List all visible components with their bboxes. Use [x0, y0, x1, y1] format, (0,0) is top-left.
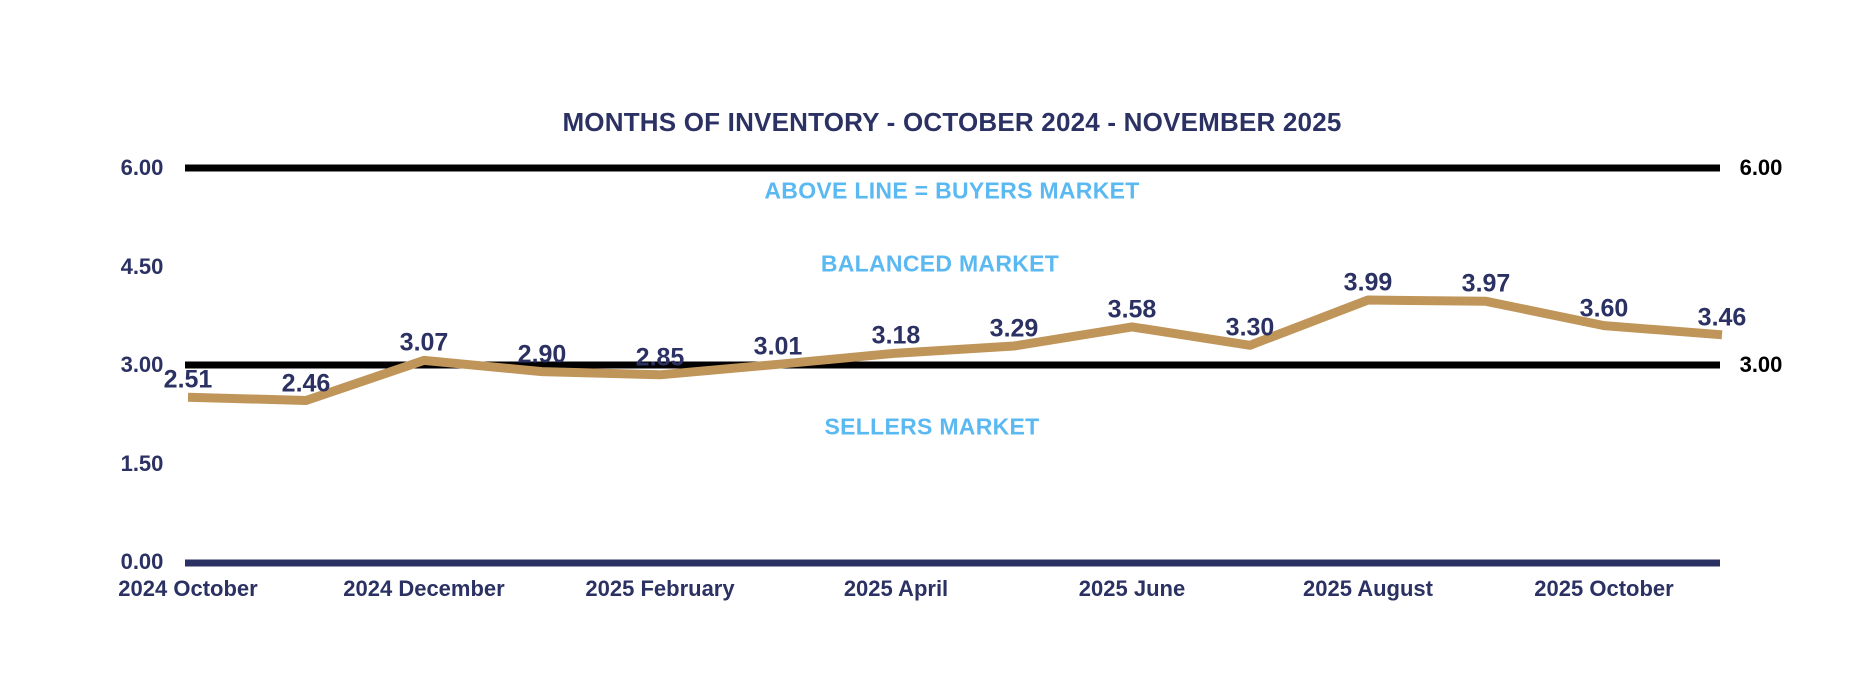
y-axis-label-left-1.50: 1.50	[120, 450, 164, 476]
data-point-label: 3.46	[1697, 303, 1747, 332]
y-axis-label-right-3.00: 3.00	[1739, 352, 1783, 377]
data-point-label: 2.51	[163, 365, 213, 394]
data-point-label: 2.85	[635, 343, 685, 372]
buyers-market-annotation: ABOVE LINE = BUYERS MARKET	[764, 177, 1140, 204]
data-point-label: 2.90	[517, 340, 567, 369]
data-point-label: 3.97	[1461, 269, 1511, 298]
data-point-label: 3.30	[1225, 313, 1275, 342]
data-point-label: 2.46	[281, 369, 331, 397]
x-axis-tick-label: 2025 June	[1078, 576, 1186, 601]
data-point-label: 3.29	[989, 314, 1039, 343]
y-axis-label-left-3.00: 3.00	[120, 352, 164, 377]
data-point-label: 3.60	[1579, 294, 1629, 323]
inventory-series-line	[187, 295, 1723, 405]
x-axis-tick-label: 2025 October	[1534, 576, 1674, 601]
y-axis-label-left-0.00: 0.00	[120, 549, 164, 574]
y-axis-label-left-4.50: 4.50	[120, 253, 164, 279]
data-point-label: 3.18	[871, 321, 921, 350]
x-axis-tick-label: 2025 February	[585, 576, 735, 601]
data-point-label: 3.58	[1107, 295, 1157, 324]
x-axis-tick-label: 2024 October	[118, 576, 258, 601]
chart-title: MONTHS OF INVENTORY - OCTOBER 2024 - NOV…	[562, 107, 1342, 137]
data-point-label: 3.99	[1343, 268, 1393, 297]
data-point-label: 3.07	[399, 328, 449, 357]
balanced-market-annotation: BALANCED MARKET	[820, 250, 1060, 277]
x-axis-tick-label: 2025 April	[843, 576, 949, 601]
x-axis-tick-label: 2024 December	[343, 576, 505, 601]
x-axis-tick-label: 2025 August	[1302, 576, 1434, 601]
y-axis-label-right-6.00: 6.00	[1739, 155, 1783, 180]
y-axis-label-left-6.00: 6.00	[120, 155, 164, 180]
data-point-label: 3.01	[753, 332, 803, 361]
sellers-market-annotation: SELLERS MARKET	[824, 413, 1040, 440]
